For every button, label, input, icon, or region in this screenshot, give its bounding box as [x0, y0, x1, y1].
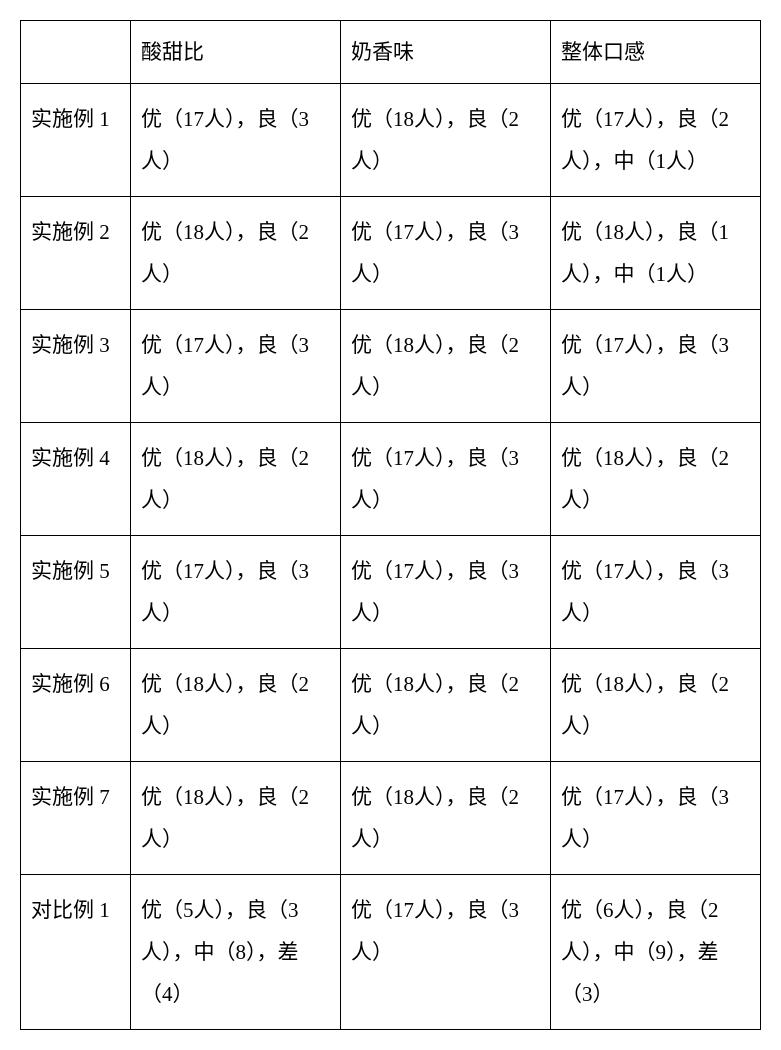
cell: 优（17人），良（3人）	[551, 536, 761, 649]
row-label: 实施例 3	[21, 310, 131, 423]
row-label: 实施例 2	[21, 197, 131, 310]
cell: 优（17人），良（3人）	[131, 84, 341, 197]
table-row: 实施例 5 优（17人），良（3人） 优（17人），良（3人） 优（17人），良…	[21, 536, 761, 649]
row-label: 实施例 6	[21, 649, 131, 762]
table-row: 实施例 2 优（18人），良（2人） 优（17人），良（3人） 优（18人），良…	[21, 197, 761, 310]
table-row: 实施例 7 优（18人），良（2人） 优（18人），良（2人） 优（17人），良…	[21, 762, 761, 875]
cell: 优（17人），良（3人）	[341, 197, 551, 310]
cell: 优（18人），良（2人）	[131, 197, 341, 310]
cell: 优（18人），良（2人）	[341, 762, 551, 875]
cell: 优（17人），良（3人）	[131, 310, 341, 423]
table-row: 实施例 6 优（18人），良（2人） 优（18人），良（2人） 优（18人），良…	[21, 649, 761, 762]
row-label: 实施例 7	[21, 762, 131, 875]
cell: 优（17人），良（3人）	[341, 423, 551, 536]
row-label: 实施例 5	[21, 536, 131, 649]
cell: 优（17人），良（3人）	[551, 310, 761, 423]
cell: 优（17人），良（3人）	[551, 762, 761, 875]
cell: 优（17人），良（3人）	[131, 536, 341, 649]
header-cell: 奶香味	[341, 21, 551, 84]
row-label: 实施例 1	[21, 84, 131, 197]
cell: 优（18人），良（2人）	[131, 649, 341, 762]
cell: 优（6人），良（2人），中（9），差（3）	[551, 875, 761, 1030]
cell: 优（18人），良（1人），中（1人）	[551, 197, 761, 310]
row-label: 实施例 4	[21, 423, 131, 536]
evaluation-table: 酸甜比 奶香味 整体口感 实施例 1 优（17人），良（3人） 优（18人），良…	[20, 20, 761, 1030]
cell: 优（17人），良（2人），中（1人）	[551, 84, 761, 197]
cell: 优（18人），良（2人）	[551, 649, 761, 762]
cell: 优（17人），良（3人）	[341, 875, 551, 1030]
header-cell: 酸甜比	[131, 21, 341, 84]
cell: 优（18人），良（2人）	[341, 649, 551, 762]
cell: 优（5人），良（3人），中（8），差（4）	[131, 875, 341, 1030]
table-row: 对比例 1 优（5人），良（3人），中（8），差（4） 优（17人），良（3人）…	[21, 875, 761, 1030]
cell: 优（18人），良（2人）	[341, 84, 551, 197]
table-header-row: 酸甜比 奶香味 整体口感	[21, 21, 761, 84]
cell: 优（18人），良（2人）	[551, 423, 761, 536]
cell: 优（17人），良（3人）	[341, 536, 551, 649]
row-label: 对比例 1	[21, 875, 131, 1030]
table-row: 实施例 4 优（18人），良（2人） 优（17人），良（3人） 优（18人），良…	[21, 423, 761, 536]
header-cell: 整体口感	[551, 21, 761, 84]
cell: 优（18人），良（2人）	[341, 310, 551, 423]
table-row: 实施例 3 优（17人），良（3人） 优（18人），良（2人） 优（17人），良…	[21, 310, 761, 423]
cell: 优（18人），良（2人）	[131, 762, 341, 875]
cell: 优（18人），良（2人）	[131, 423, 341, 536]
table-row: 实施例 1 优（17人），良（3人） 优（18人），良（2人） 优（17人），良…	[21, 84, 761, 197]
header-cell	[21, 21, 131, 84]
